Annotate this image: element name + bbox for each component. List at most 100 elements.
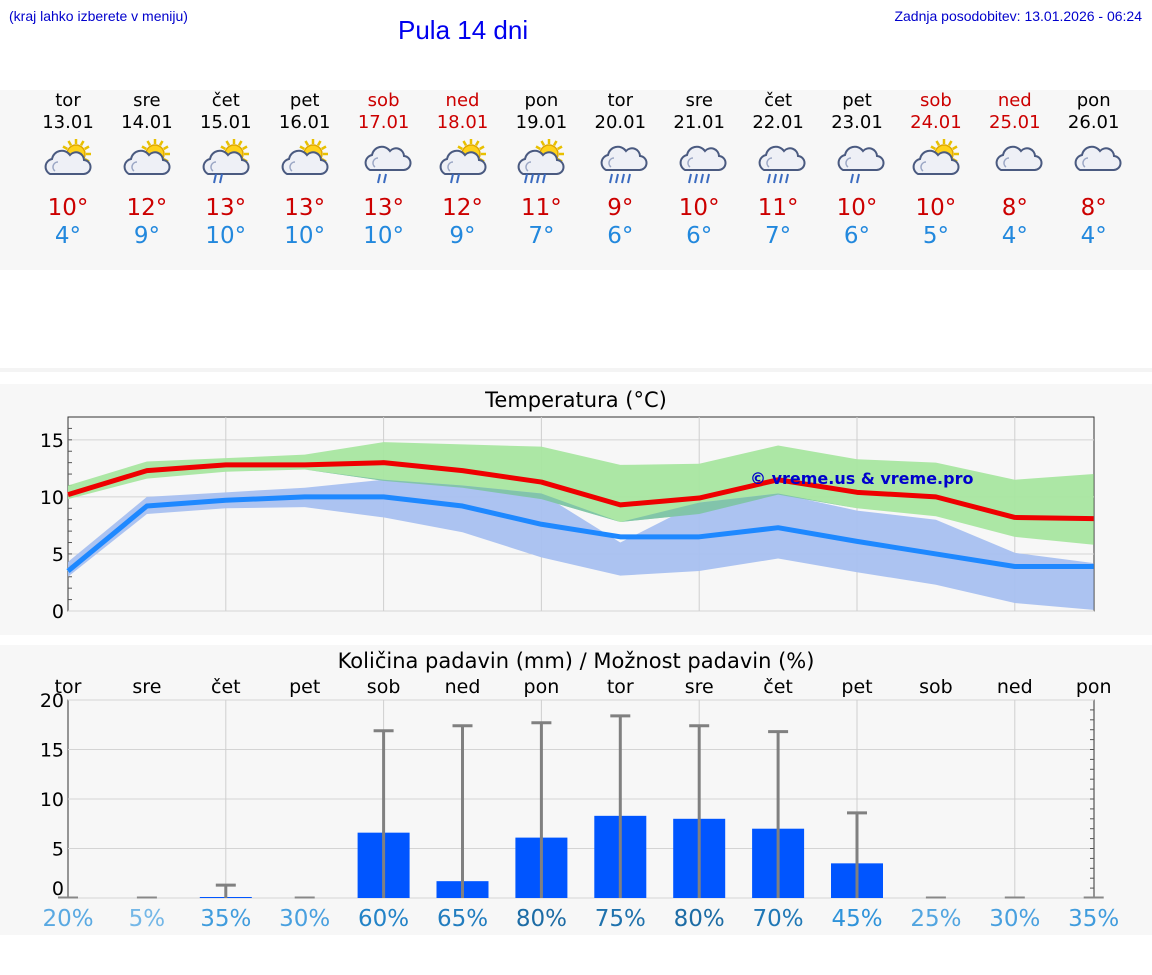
temp-max: 10° <box>915 195 957 221</box>
sun-ray <box>540 140 546 146</box>
day-name: ned <box>445 90 480 111</box>
sun-ray <box>299 145 305 151</box>
sun-ray <box>461 140 467 146</box>
day-name: pon <box>1076 90 1111 111</box>
temp-max: 10° <box>836 195 878 221</box>
cloud-shade <box>1003 157 1009 168</box>
temp-max: 13° <box>284 195 326 221</box>
chance-label: 35% <box>1068 906 1119 932</box>
cloud-icon <box>1074 145 1122 171</box>
forecast-day: čet 22.01 11° 7° <box>738 90 818 250</box>
divider <box>0 368 1152 372</box>
temp-min: 10° <box>284 223 326 249</box>
forecast-day: sob 24.01 10° 5° <box>896 90 976 250</box>
rain-x-label: tor <box>607 676 634 698</box>
chance-label: 25% <box>910 906 961 932</box>
day-date: 22.01 <box>752 112 804 133</box>
day-name: čet <box>764 90 793 111</box>
temp-min: 6° <box>843 223 871 249</box>
rain-drop <box>212 173 217 184</box>
day-date: 23.01 <box>831 112 883 133</box>
rain-x-label: pet <box>841 676 872 698</box>
rain-drop <box>856 173 860 184</box>
sun-ray <box>146 140 151 146</box>
forecast-day: pon 26.01 8° 4° <box>1054 90 1134 250</box>
rain-x-label: pon <box>524 676 560 698</box>
sun-cloud-heavy-rain-icon <box>517 139 565 184</box>
rain-drop <box>615 173 620 184</box>
temp-y-tick: 0 <box>52 601 64 623</box>
icon-group <box>364 145 412 184</box>
day-date: 21.01 <box>673 112 725 133</box>
cloud-shape <box>837 145 885 171</box>
sun-ray <box>320 145 327 151</box>
cloud-shape <box>600 145 648 171</box>
day-date: 14.01 <box>121 112 173 133</box>
sun-ray <box>79 140 85 146</box>
rain-drop <box>449 173 454 184</box>
day-date: 26.01 <box>1067 112 1120 133</box>
sun-ray <box>947 140 953 146</box>
sun-cloud-icon <box>912 139 960 175</box>
day-date: 18.01 <box>436 112 489 133</box>
icon-group <box>758 145 806 184</box>
temp-max: 11° <box>521 195 562 221</box>
sun-ray <box>474 140 480 146</box>
cloud-heavy-rain-icon <box>679 145 727 184</box>
icon-group <box>995 145 1043 171</box>
forecast-day: tor 13.01 10° 4° <box>28 90 108 250</box>
chance-label: 80% <box>674 906 725 932</box>
rain-drop <box>218 173 223 184</box>
daily-forecast-panel: tor 13.01 10° 4° sre 14.01 12° 9° čet 15.01 13° 10°… <box>0 90 1152 270</box>
temperature-chart-title: Temperatura (°C) <box>485 388 667 412</box>
rain-x-label: ned <box>997 676 1033 698</box>
sun-ray <box>225 140 230 146</box>
rain-drop <box>542 173 547 184</box>
temp-y-tick: 15 <box>40 430 64 452</box>
rain-x-label: pon <box>1076 676 1112 698</box>
temp-min: 7° <box>765 223 792 249</box>
region-hint-link[interactable]: (kraj lahko izberete v meniju) <box>9 8 188 24</box>
day-name: tor <box>55 90 81 111</box>
rain-x-label: sob <box>367 676 401 698</box>
icon-group <box>281 139 329 175</box>
day-date: 24.01 <box>910 112 962 133</box>
sun-cloud-icon <box>44 139 92 175</box>
cloud-shape <box>912 149 960 175</box>
cloud-shade <box>687 157 694 168</box>
sun-ray <box>237 140 243 146</box>
day-date: 16.01 <box>278 112 331 133</box>
temp-max: 13° <box>205 195 247 221</box>
min-range-band <box>68 479 1094 610</box>
day-name: sob <box>367 90 400 111</box>
cloud-shape <box>1074 145 1122 171</box>
sun-cloud-rain-icon <box>202 139 250 184</box>
rain-x-label: čet <box>763 676 793 698</box>
chance-label: 5% <box>129 906 166 932</box>
chance-label: 30% <box>279 906 330 932</box>
day-name: sre <box>685 90 713 111</box>
cloud-shade <box>52 161 59 172</box>
day-name: čet <box>211 90 240 111</box>
chance-label: 60% <box>358 906 409 932</box>
cloud-shade <box>210 161 216 172</box>
cloud-shade <box>288 161 295 172</box>
day-date: 19.01 <box>515 112 568 133</box>
min-temp-line <box>66 494 1094 573</box>
cloud-rain-icon <box>364 145 412 184</box>
sun-ray <box>456 145 463 151</box>
rain-drop <box>773 173 778 184</box>
sun-cloud-icon <box>281 139 329 175</box>
temp-max: 12° <box>442 195 483 221</box>
day-name: ned <box>997 90 1032 111</box>
cloud-shape <box>202 149 250 175</box>
cloud-shade <box>766 157 773 168</box>
cloud-shade <box>845 157 852 168</box>
temp-min: 10° <box>363 223 404 249</box>
cloud-shade <box>608 157 615 168</box>
rain-drop <box>536 173 541 184</box>
temp-max: 10° <box>678 195 720 221</box>
rain-y-tick: 15 <box>40 740 64 762</box>
forecast-day: sob 17.01 13° 10° <box>344 90 424 250</box>
watermark: © vreme.us & vreme.pro <box>750 469 973 488</box>
